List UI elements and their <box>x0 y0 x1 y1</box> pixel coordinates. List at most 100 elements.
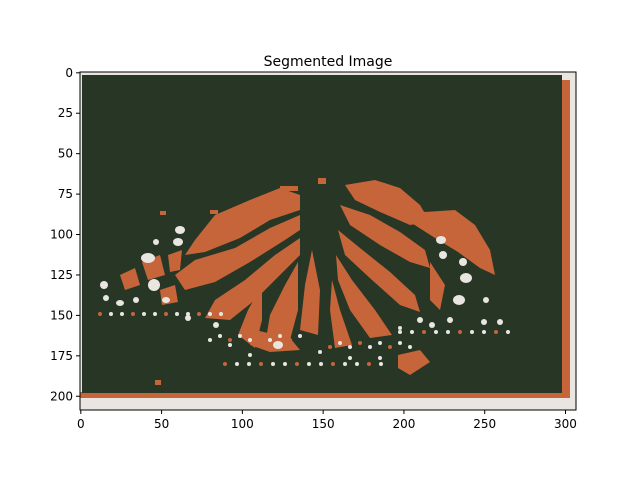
margin-spot <box>288 338 292 342</box>
orange-bit <box>155 380 161 385</box>
right-wing-segment-2 <box>340 205 430 268</box>
margin-spot <box>388 345 392 349</box>
white-spot <box>173 238 183 246</box>
margin-spot <box>98 312 102 316</box>
margin-spot <box>328 345 332 349</box>
left-hindwing-cell-3 <box>168 250 182 272</box>
y-tick-label: 75 <box>58 187 73 201</box>
image-edge-orange-right <box>562 80 570 398</box>
white-spot <box>175 226 185 234</box>
margin-spot <box>398 341 402 345</box>
margin-spot <box>358 341 362 345</box>
margin-spot <box>142 312 146 316</box>
orange-bit <box>318 178 326 184</box>
left-wing-segment-2 <box>175 215 300 290</box>
left-hindwing-cell-1 <box>120 268 140 290</box>
white-spot <box>141 253 155 263</box>
margin-spot <box>422 330 426 334</box>
x-tick-label: 150 <box>312 417 335 431</box>
margin-spot <box>238 334 242 338</box>
white-spot <box>398 326 402 330</box>
image-edge-orange-bottom <box>80 392 568 398</box>
margin-spot <box>218 334 222 338</box>
margin-spot <box>271 362 275 366</box>
segmented-image <box>80 72 576 410</box>
white-spot <box>436 236 446 244</box>
white-spot <box>103 295 109 301</box>
margin-spot <box>164 312 168 316</box>
right-lower-patch <box>398 350 430 375</box>
white-spot <box>483 297 489 303</box>
white-spot <box>100 281 108 289</box>
margin-spot <box>295 362 299 366</box>
white-spot <box>439 251 447 259</box>
margin-spot <box>408 345 412 349</box>
x-tick-label: 300 <box>554 417 577 431</box>
white-spots-cluster <box>100 226 503 360</box>
margin-spot <box>494 330 498 334</box>
margin-spot <box>470 330 474 334</box>
white-spot <box>459 258 467 266</box>
margin-spot <box>131 312 135 316</box>
image-axes: 0 50 100 150 200 250 300 0 25 50 75 100 125 150 175 20… <box>50 66 577 431</box>
x-tick-label: 200 <box>392 417 415 431</box>
margin-spot <box>223 362 227 366</box>
margin-spot <box>368 345 372 349</box>
white-spot <box>116 300 124 306</box>
margin-spot <box>338 341 342 345</box>
x-tick-label: 100 <box>231 417 254 431</box>
left-wing-segment-4 <box>265 262 298 345</box>
y-tick-label: 100 <box>50 228 73 242</box>
white-spot <box>378 356 382 360</box>
margin-spot <box>230 312 234 316</box>
margin-spot <box>197 312 201 316</box>
margin-spot <box>348 345 352 349</box>
left-wing-segment-3 <box>205 238 300 320</box>
x-axis: 0 50 100 150 200 250 300 <box>77 410 577 431</box>
white-spot <box>453 295 465 305</box>
margin-spot <box>278 334 282 338</box>
right-wing-segment-3 <box>338 230 420 312</box>
margin-spot-rows <box>98 312 510 366</box>
figure-title: Segmented Image <box>264 54 393 70</box>
margin-spot <box>208 312 212 316</box>
right-wing-segment-7 <box>430 262 445 310</box>
margin-spot <box>378 341 382 345</box>
wing-orange-cluster <box>120 178 495 385</box>
orange-bit <box>280 186 298 191</box>
white-spot <box>429 322 435 328</box>
margin-spot <box>258 334 262 338</box>
y-tick-label: 150 <box>50 308 73 322</box>
orange-bit <box>210 210 218 214</box>
margin-spot <box>235 362 239 366</box>
margin-spot <box>343 362 347 366</box>
white-spot <box>417 317 423 323</box>
margin-spot <box>379 362 383 366</box>
y-tick-label: 25 <box>58 106 73 120</box>
margin-spot <box>298 334 302 338</box>
margin-spot <box>219 312 223 316</box>
white-spot <box>185 315 191 321</box>
margin-spot <box>482 330 486 334</box>
margin-spot <box>248 338 252 342</box>
white-spot <box>248 353 252 357</box>
left-wing-segment-6 <box>300 250 320 335</box>
white-spot <box>481 319 487 325</box>
white-spot <box>497 319 503 325</box>
lower-center-segment <box>250 330 300 352</box>
right-wing-segment-5 <box>330 280 352 348</box>
right-wing-segment-4 <box>336 255 392 338</box>
margin-spot <box>268 338 272 342</box>
axes-frame <box>79 71 577 411</box>
margin-spot <box>109 312 113 316</box>
margin-spot <box>355 362 359 366</box>
margin-spot <box>434 330 438 334</box>
y-tick-label: 0 <box>65 66 73 80</box>
y-tick-label: 175 <box>50 349 73 363</box>
left-wing-segment-1 <box>185 188 300 255</box>
orange-bit <box>160 211 166 215</box>
white-spot <box>162 297 170 303</box>
margin-spot <box>228 338 232 342</box>
x-tick-label: 250 <box>473 417 496 431</box>
